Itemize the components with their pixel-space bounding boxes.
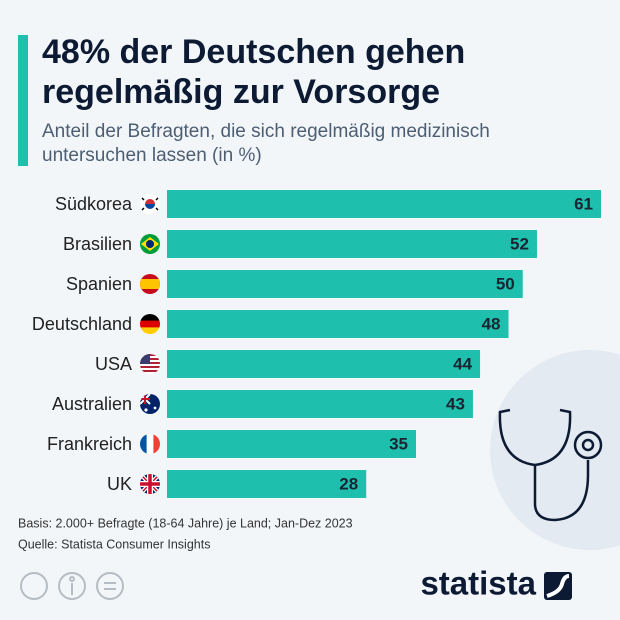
- value-label: 50: [496, 274, 515, 293]
- chart-title: regelmäßig zur Vorsorge: [42, 73, 440, 111]
- license-icons: [20, 572, 124, 600]
- brand-icon: [544, 572, 572, 600]
- category-label: UK: [107, 474, 132, 494]
- accent-bar: [18, 35, 28, 166]
- note: Quelle: Statista Consumer Insights: [18, 537, 210, 551]
- category-label: Frankreich: [47, 434, 132, 454]
- bar: [167, 430, 417, 458]
- bar: [167, 390, 473, 418]
- value-label: 52: [510, 234, 529, 253]
- value-label: 48: [482, 314, 501, 333]
- value-label: 28: [339, 474, 358, 493]
- category-label: Australien: [52, 394, 132, 414]
- brand-logo: statista: [420, 565, 536, 602]
- value-label: 61: [574, 194, 593, 213]
- bar: [167, 230, 537, 258]
- flag: [140, 274, 160, 294]
- category-label: Brasilien: [63, 234, 132, 254]
- flag: [140, 354, 160, 374]
- flag: [140, 434, 160, 454]
- bar: [167, 350, 481, 378]
- category-label: USA: [95, 354, 132, 374]
- value-label: 35: [389, 434, 408, 453]
- category-label: Spanien: [66, 274, 132, 294]
- flag: [140, 474, 160, 494]
- stethoscope-icon: [498, 408, 603, 522]
- chart-subtitle: Anteil der Befragten, die sich regelmäßi…: [42, 121, 490, 142]
- value-label: 44: [453, 354, 472, 373]
- bar: [167, 310, 509, 338]
- flag: [140, 314, 160, 334]
- value-label: 43: [446, 394, 465, 413]
- chart-subtitle: untersuchen lassen (in %): [42, 145, 262, 166]
- decor-circle: [490, 350, 620, 550]
- note: Basis: 2.000+ Befragte (18-64 Jahre) je …: [18, 516, 353, 530]
- chart-title: 48% der Deutschen gehen: [42, 33, 465, 71]
- category-label: Deutschland: [32, 314, 132, 334]
- bar: [167, 470, 367, 498]
- flag: [140, 194, 160, 214]
- category-label: Südkorea: [55, 194, 133, 214]
- bar: [167, 270, 523, 298]
- flag: [140, 234, 160, 254]
- bar: [167, 190, 601, 218]
- flag: [140, 394, 160, 414]
